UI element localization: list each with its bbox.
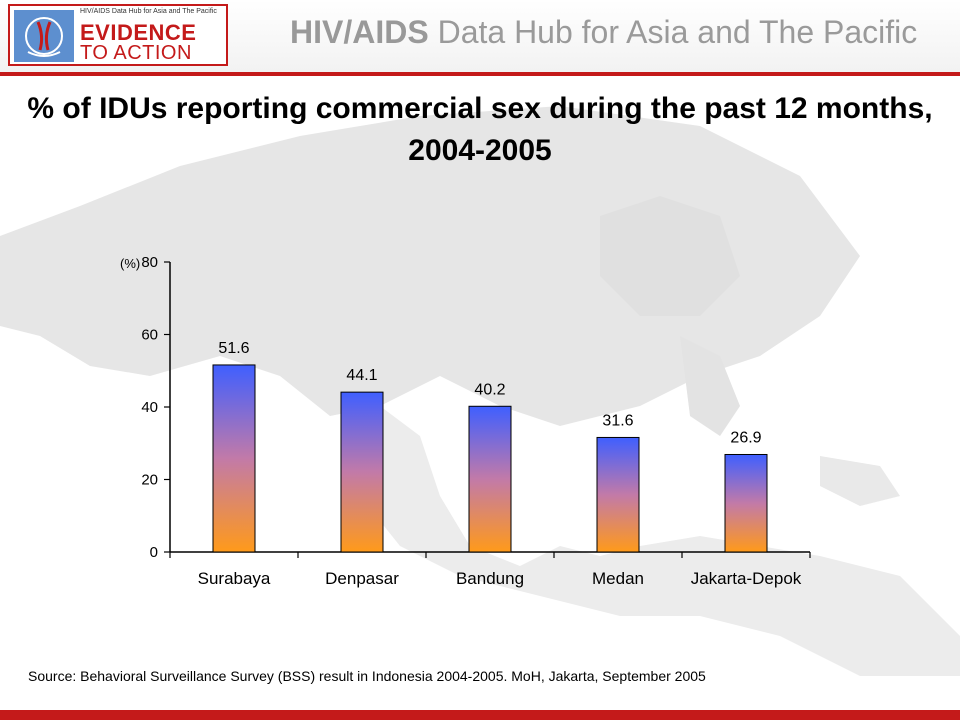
- bar-surabaya: [212, 364, 256, 553]
- source-note: Source: Behavioral Surveillance Survey (…: [28, 668, 706, 684]
- x-tick-label: Bandung: [456, 569, 524, 588]
- data-label: 40.2: [474, 381, 505, 398]
- hub-title: HIV/AIDS Data Hub for Asia and The Pacif…: [290, 14, 917, 51]
- header-bar: HIV/AIDS Data Hub for Asia and The Pacif…: [0, 0, 960, 72]
- x-tick-label: Denpasar: [325, 569, 399, 588]
- data-label: 44.1: [346, 367, 377, 384]
- chart-title: % of IDUs reporting commercial sex durin…: [27, 92, 933, 167]
- y-axis-label: (%): [120, 256, 140, 271]
- asia-map-background: [0, 106, 960, 676]
- x-tick-label: Medan: [592, 569, 644, 588]
- data-label: 31.6: [602, 412, 633, 429]
- y-tick-label: 80: [141, 254, 158, 271]
- x-tick-label: Surabaya: [198, 569, 271, 588]
- y-tick-label: 0: [150, 544, 158, 561]
- logo-line1: EVIDENCE: [80, 20, 197, 45]
- data-label: 26.9: [730, 429, 761, 446]
- data-label: 51.6: [218, 340, 249, 357]
- bar-denpasar: [340, 391, 384, 553]
- bar-jakarta-depok: [724, 453, 768, 553]
- header-divider: [0, 72, 960, 76]
- footer-divider: [0, 710, 960, 720]
- bar-chart: 0 20 40 60 80(%) 51.6 Surabaya 44.1 Denpasar 40.…: [120, 254, 811, 588]
- evidence-to-action-logo: HIV/AIDS Data Hub for Asia and The Pacif…: [8, 4, 228, 66]
- x-tick-label: Jakarta-Depok: [691, 569, 802, 588]
- un-emblem-icon: [14, 10, 74, 62]
- bar-bandung: [468, 405, 512, 553]
- y-tick-label: 20: [141, 472, 158, 489]
- hub-title-rest: Data Hub for Asia and The Pacific: [428, 14, 918, 50]
- y-tick-label: 60: [141, 327, 158, 344]
- y-tick-label: 40: [141, 399, 158, 416]
- logo-line2: TO ACTION: [80, 42, 192, 64]
- logo-small-text: HIV/AIDS Data Hub for Asia and The Pacif…: [80, 8, 217, 15]
- bar-medan: [596, 436, 640, 553]
- hub-title-bold: HIV/AIDS: [290, 14, 429, 50]
